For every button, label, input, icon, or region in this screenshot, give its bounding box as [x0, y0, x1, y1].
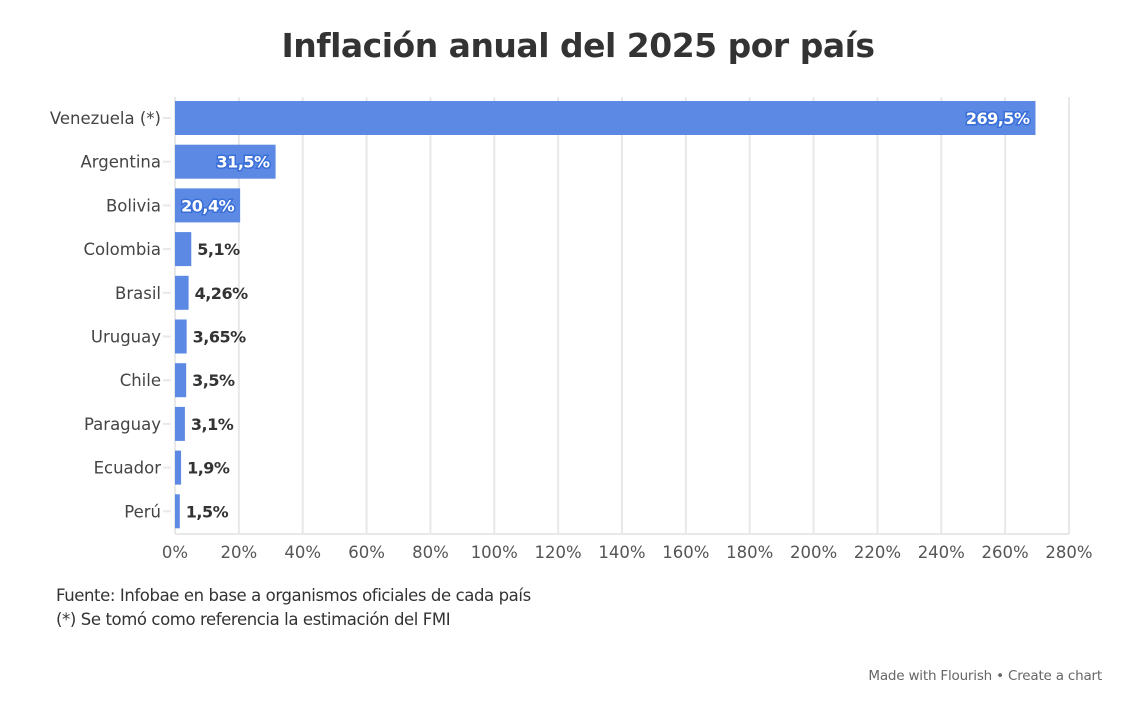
- category-label: Brasil: [115, 284, 161, 303]
- category-label: Bolivia: [106, 196, 161, 215]
- category-label: Perú: [124, 502, 161, 521]
- x-tick-label: 100%: [471, 543, 518, 562]
- category-label: Colombia: [83, 240, 161, 259]
- data-label: 20,4%: [181, 196, 234, 215]
- x-tick-label: 160%: [662, 543, 709, 562]
- data-label: 3,1%: [191, 415, 234, 434]
- create-chart-link[interactable]: Create a chart: [1007, 668, 1102, 684]
- bar: [175, 363, 187, 398]
- data-label: 4,26%: [195, 284, 248, 303]
- x-tick-label: 0%: [162, 543, 188, 562]
- category-label: Argentina: [81, 153, 162, 172]
- data-label: 5,1%: [197, 240, 240, 259]
- bar: [175, 494, 180, 529]
- bar: [175, 144, 276, 179]
- category-label: Venezuela (*): [50, 109, 161, 128]
- bar: [175, 232, 192, 267]
- x-tick-label: 240%: [918, 543, 965, 562]
- x-tick-label: 80%: [412, 543, 449, 562]
- chart-title: Inflación anual del 2025 por país: [281, 26, 875, 65]
- source-note: Fuente: Infobae en base a organismos ofi…: [56, 586, 531, 605]
- category-label: Paraguay: [84, 415, 161, 434]
- x-tick-label: 220%: [854, 543, 901, 562]
- data-label: 3,5%: [192, 371, 235, 390]
- x-tick-label: 200%: [790, 543, 837, 562]
- flourish-footer: Made with Flourish • Create a chart: [868, 668, 1102, 684]
- data-label: 1,9%: [187, 459, 230, 478]
- x-tick-label: 260%: [982, 543, 1029, 562]
- footnote: (*) Se tomó como referencia la estimació…: [56, 610, 451, 629]
- bar: [175, 188, 241, 223]
- bar: [175, 450, 182, 485]
- data-label: 31,5%: [217, 153, 270, 172]
- category-label: Chile: [120, 371, 161, 390]
- category-label: Uruguay: [91, 328, 161, 347]
- data-label: 3,65%: [193, 328, 246, 347]
- made-with-flourish-link[interactable]: Made with Flourish: [868, 668, 993, 684]
- x-tick-label: 140%: [598, 543, 645, 562]
- bar: [175, 406, 185, 441]
- chart-notes: Fuente: Infobae en base a organismos ofi…: [56, 584, 531, 632]
- bar: [175, 275, 189, 310]
- footer-separator: •: [996, 668, 1004, 684]
- category-label: Ecuador: [94, 459, 162, 478]
- x-tick-label: 180%: [726, 543, 773, 562]
- data-label: 1,5%: [186, 502, 229, 521]
- data-label: 269,5%: [966, 109, 1030, 128]
- x-tick-label: 60%: [348, 543, 385, 562]
- bar: [175, 319, 187, 354]
- x-tick-label: 280%: [1045, 543, 1092, 562]
- x-tick-label: 20%: [221, 543, 258, 562]
- x-tick-label: 120%: [535, 543, 582, 562]
- bar: [175, 101, 1036, 135]
- x-tick-label: 40%: [284, 543, 321, 562]
